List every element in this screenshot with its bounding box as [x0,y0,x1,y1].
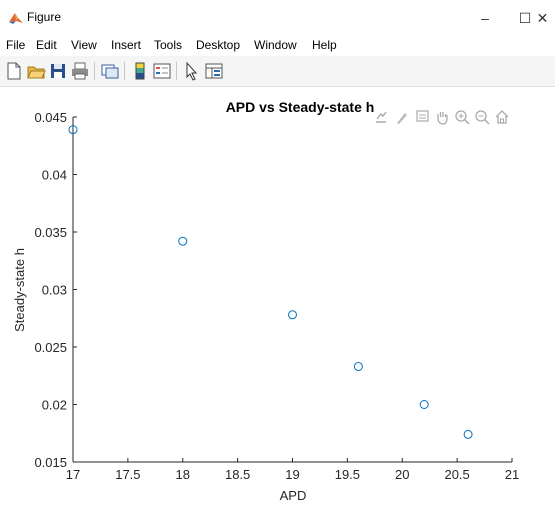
print-icon[interactable] [70,61,90,81]
x-tick-label: 18 [176,467,190,482]
pan-icon[interactable] [434,109,450,125]
property-inspector-icon[interactable] [204,61,224,81]
data-point [463,429,473,439]
zoom-in-icon[interactable] [454,109,470,125]
data-point [353,362,363,372]
data-point [178,236,188,246]
x-tick-label: 21 [505,467,519,482]
x-tick-label: 20 [395,467,409,482]
x-tick-label: 19 [285,467,299,482]
chart-title: APD vs Steady-state h [226,99,375,115]
legend-icon[interactable] [152,61,172,81]
toolbar-separator [94,62,95,80]
x-tick-label: 17 [66,467,80,482]
x-tick-label: 17.5 [115,467,140,482]
home-icon[interactable] [494,109,510,125]
menu-view[interactable]: View [71,38,97,52]
save-icon[interactable] [48,61,68,81]
toolbar-separator [124,62,125,80]
matlab-icon [9,13,23,24]
minimize-button[interactable]: – [481,10,489,26]
x-tick-label: 19.5 [335,467,360,482]
data-point [68,125,78,135]
data-point [288,310,297,320]
y-tick-label: 0.035 [34,225,67,240]
x-axis-label: APD [280,488,307,503]
zoom-out-icon[interactable] [474,109,490,125]
y-axis-label: Steady-state h [12,248,27,332]
edit-plot-icon[interactable] [182,61,202,81]
maximize-button[interactable]: ☐ [518,10,532,26]
data-point [419,400,429,409]
title-bar: Figure – ☐ ✕ [0,0,555,34]
x-tick-label: 20.5 [444,467,469,482]
figure-canvas [0,87,555,508]
brush-icon[interactable] [394,109,410,125]
close-button[interactable]: ✕ [536,10,549,26]
menu-bar: File Edit View Insert Tools Desktop Wind… [0,34,555,56]
y-tick-label: 0.02 [42,398,67,413]
open-file-icon[interactable] [26,61,46,81]
export-icon[interactable] [373,109,389,125]
y-tick-label: 0.04 [42,168,67,183]
menu-window[interactable]: Window [254,38,297,52]
datatip-icon[interactable] [414,109,430,125]
toolbar-separator [176,62,177,80]
y-tick-label: 0.03 [42,283,67,298]
menu-insert[interactable]: Insert [111,38,142,52]
menu-desktop[interactable]: Desktop [196,38,241,52]
y-tick-label: 0.025 [34,340,67,355]
x-tick-label: 18.5 [225,467,250,482]
colorbar-icon[interactable] [130,61,150,81]
figure-toolbar [0,56,555,87]
menu-tools[interactable]: Tools [154,38,183,52]
menu-edit[interactable]: Edit [36,38,57,52]
new-figure-icon[interactable] [4,61,24,81]
link-plot-icon[interactable] [100,61,120,81]
window-title: Figure [27,10,62,24]
y-tick-label: 0.015 [34,455,67,470]
y-tick-label: 0.045 [34,110,67,125]
menu-file[interactable]: File [6,38,26,52]
menu-help[interactable]: Help [312,38,337,52]
